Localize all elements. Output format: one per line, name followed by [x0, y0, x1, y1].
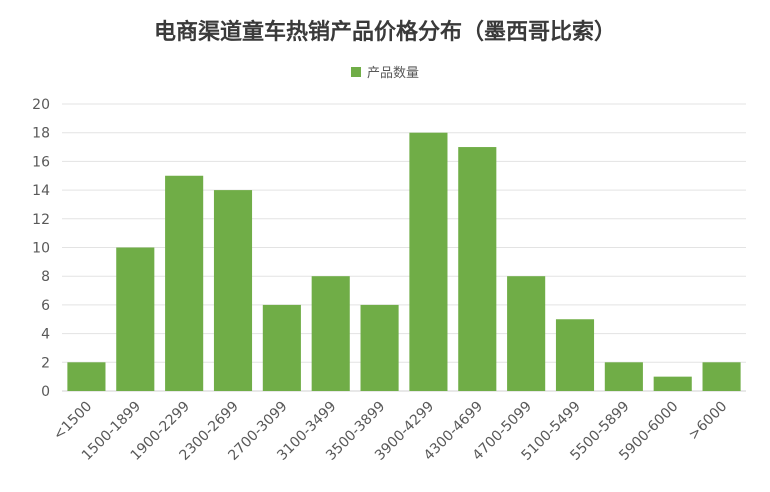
bar-layer — [67, 132, 741, 391]
y-tick-label: 0 — [41, 384, 50, 400]
bar — [262, 304, 301, 391]
legend-swatch — [350, 66, 361, 77]
x-tick-label: <1500 — [50, 399, 95, 444]
y-tick-label: 12 — [32, 212, 50, 228]
y-tick-label: 6 — [41, 298, 50, 314]
x-axis: <15001500-18991900-22992300-26992700-309… — [50, 399, 730, 464]
legend: 产品数量 — [0, 62, 770, 81]
bar — [653, 376, 692, 391]
bar — [604, 362, 643, 391]
x-tick-label: >6000 — [686, 399, 731, 444]
y-tick-label: 4 — [41, 327, 50, 343]
y-tick-label: 8 — [41, 269, 50, 285]
y-tick-label: 16 — [32, 154, 50, 170]
chart-title: 电商渠道童车热销产品价格分布（墨西哥比索） — [153, 20, 616, 45]
bar — [458, 147, 497, 391]
bar — [507, 276, 546, 391]
bar — [702, 362, 741, 391]
bar — [67, 362, 106, 391]
legend-label: 产品数量 — [366, 66, 419, 81]
bar — [311, 276, 350, 391]
bar — [165, 175, 204, 391]
y-tick-label: 10 — [32, 241, 50, 257]
y-tick-label: 18 — [32, 126, 50, 142]
bar — [116, 247, 155, 391]
bar — [409, 132, 448, 391]
bar — [213, 190, 253, 391]
y-tick-label: 14 — [32, 183, 50, 199]
bar — [555, 319, 595, 391]
y-tick-label: 2 — [41, 355, 50, 371]
y-tick-label: 20 — [32, 97, 50, 113]
y-axis: 0 2 4 6 8 10 12 14 16 18 20 — [32, 97, 50, 400]
grid-layer — [62, 103, 746, 392]
bar — [360, 304, 399, 391]
